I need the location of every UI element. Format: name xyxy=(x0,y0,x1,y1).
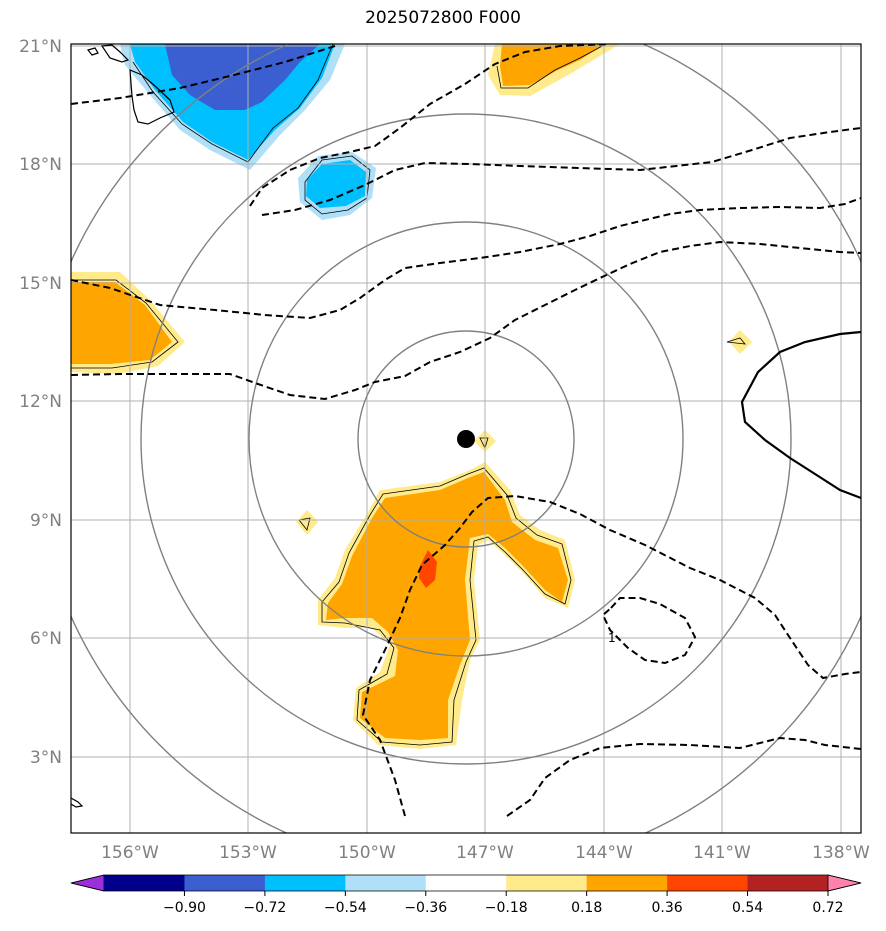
solid-contour xyxy=(740,330,861,500)
colorbar-tick-label: −0.54 xyxy=(324,900,367,916)
positive-anomaly-region xyxy=(500,44,605,86)
storm-center-marker xyxy=(457,430,475,448)
lon-label: 138°W xyxy=(812,843,870,863)
colorbar-segment xyxy=(184,875,266,891)
dashed-contours xyxy=(71,44,861,817)
contour-label: 1 xyxy=(608,631,616,645)
longitude-labels: 156°W 153°W 150°W 147°W 144°W 141°W 138°… xyxy=(101,843,870,863)
colorbar-segment xyxy=(747,875,829,891)
map-title: 2025072800 F000 xyxy=(365,8,521,28)
colorbar-tick-label: −0.36 xyxy=(404,900,447,916)
shaded-anomalies xyxy=(71,44,752,749)
lon-label: 150°W xyxy=(338,843,396,863)
lon-label: 153°W xyxy=(219,843,277,863)
lon-label: 144°W xyxy=(575,843,633,863)
lat-label: 6°N xyxy=(30,629,62,649)
lat-label: 9°N xyxy=(30,511,62,531)
colorbar-extend-low xyxy=(70,874,105,892)
lon-label: 147°W xyxy=(456,843,514,863)
lat-label: 15°N xyxy=(19,274,62,294)
positive-anomaly-region xyxy=(296,510,318,535)
negative-anomaly-region xyxy=(165,44,320,110)
colorbar-segment xyxy=(506,875,588,891)
range-rings xyxy=(71,44,861,833)
positive-anomaly-region xyxy=(729,330,752,354)
colorbar-segment xyxy=(104,875,185,891)
lat-label: 18°N xyxy=(19,155,62,175)
latitude-labels: 21°N 18°N 15°N 12°N 9°N 6°N 3°N xyxy=(19,37,62,768)
positive-anomaly-region xyxy=(326,472,568,740)
lat-label: 12°N xyxy=(19,392,62,412)
colorbar-segment xyxy=(586,875,668,891)
colorbar-tick-label: 0.72 xyxy=(812,900,843,916)
negative-anomaly-region xyxy=(306,160,366,208)
colorbar-extend-high xyxy=(827,874,862,892)
colorbar-segment xyxy=(345,875,427,891)
colorbar-segment xyxy=(264,875,346,891)
strong-positive-anomaly xyxy=(419,550,437,588)
colorbar-tick-label: −0.72 xyxy=(243,900,286,916)
colorbar-tick-label: −0.90 xyxy=(163,900,206,916)
positive-anomaly-region xyxy=(71,282,172,364)
lon-label: 141°W xyxy=(693,843,751,863)
anomaly-outlines xyxy=(71,44,746,746)
lat-label: 3°N xyxy=(30,748,62,768)
colorbar: −0.90 −0.72 −0.54 −0.36 −0.18 0.18 0.36 0.54 0.7… xyxy=(70,874,862,916)
colorbar-tick-label: 0.18 xyxy=(571,900,602,916)
map-plot-area: 1 xyxy=(71,44,861,833)
lat-label: 21°N xyxy=(19,37,62,57)
colorbar-segment xyxy=(425,875,507,891)
colorbar-tick-label: −0.18 xyxy=(485,900,528,916)
colorbar-tick-label: 0.54 xyxy=(732,900,763,916)
colorbar-segment xyxy=(667,875,749,891)
colorbar-outline xyxy=(70,874,862,892)
map-frame xyxy=(70,43,862,834)
colorbar-tick-label: 0.36 xyxy=(652,900,683,916)
coastline xyxy=(71,44,175,808)
lon-label: 156°W xyxy=(101,843,159,863)
